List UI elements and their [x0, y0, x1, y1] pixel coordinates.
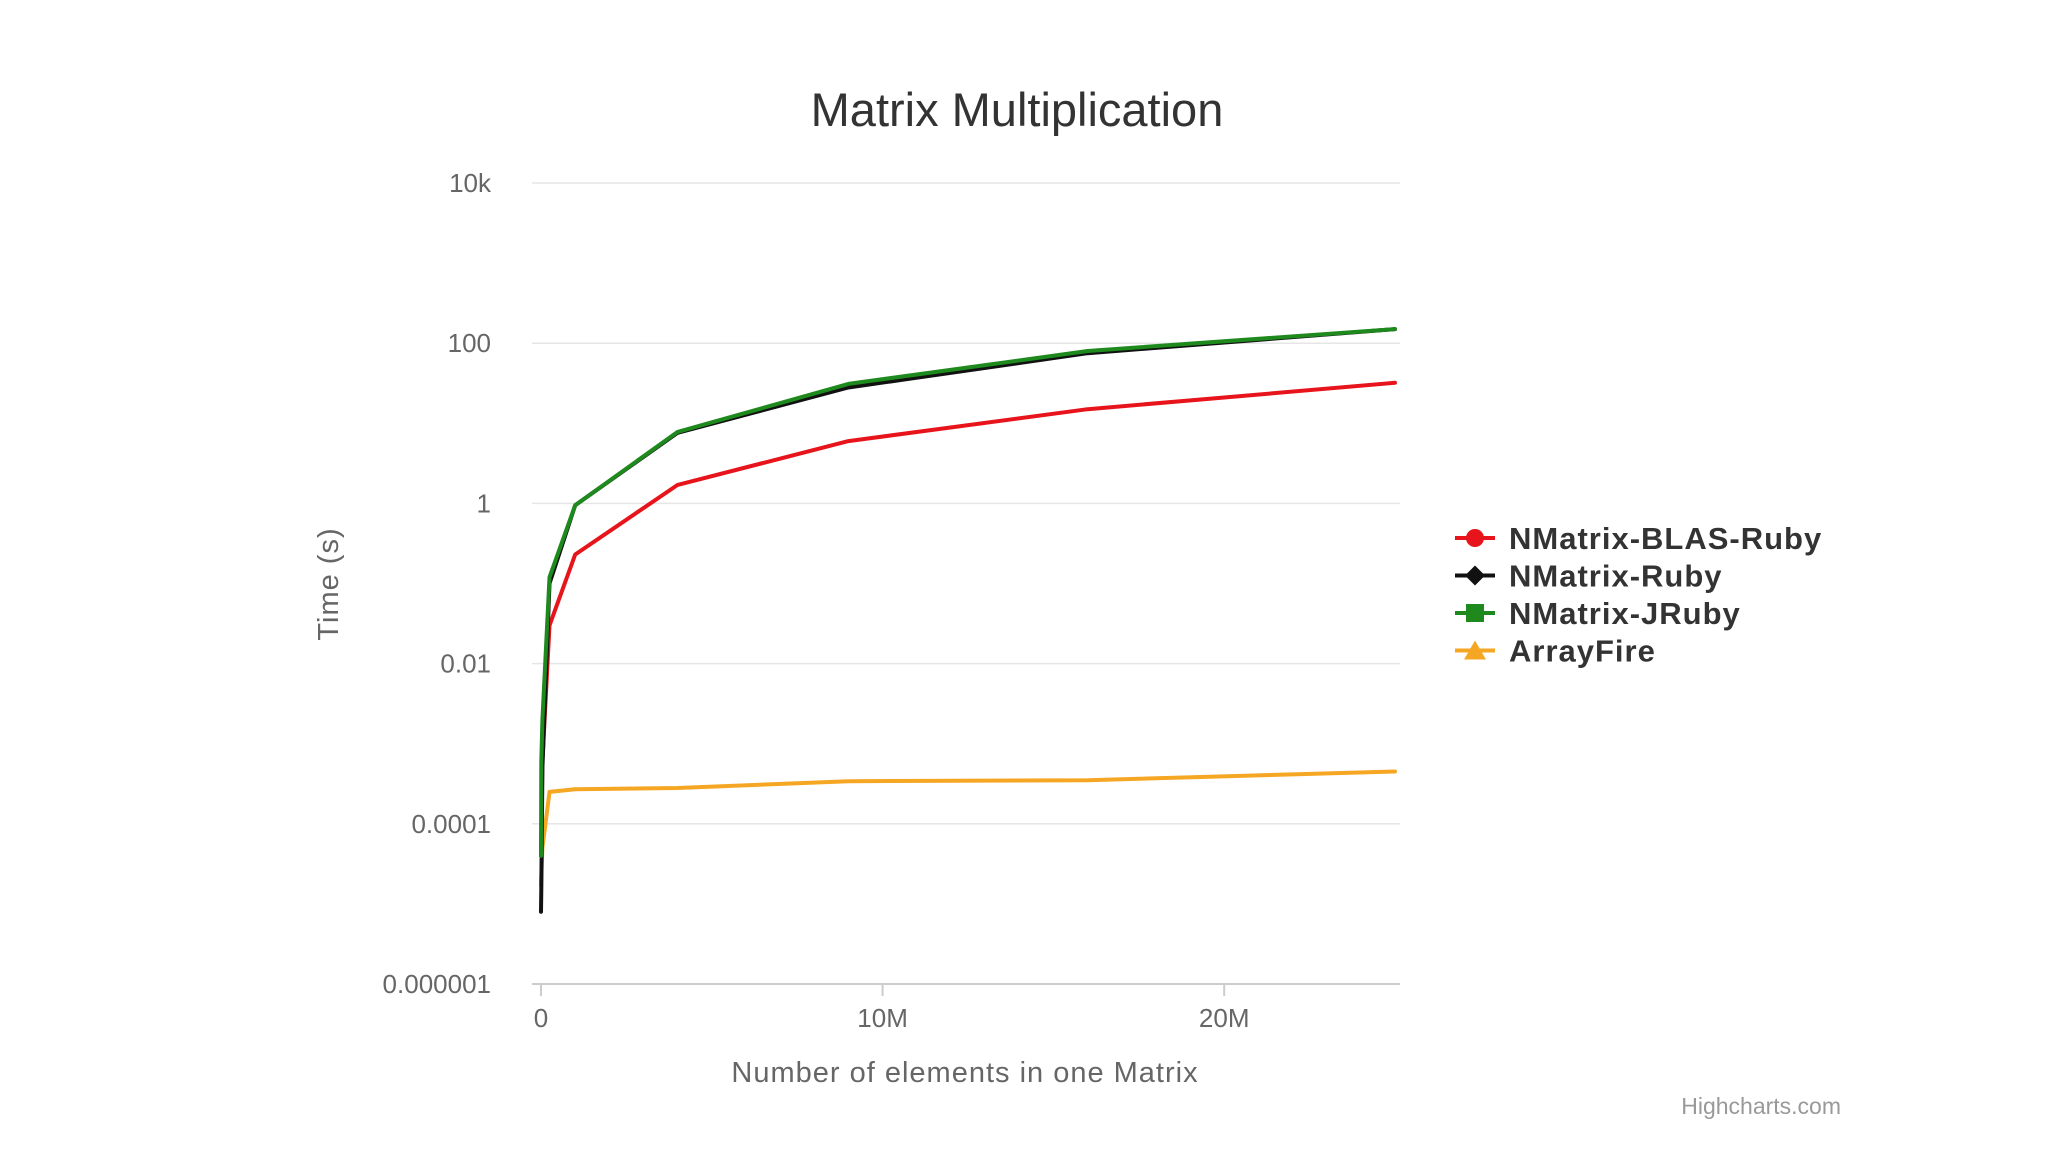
- grid-lines: [532, 182, 1400, 985]
- legend-item-nmatrix-ruby[interactable]: NMatrix-Ruby: [1455, 559, 1723, 594]
- y-tick-label: 0.0001: [411, 809, 491, 839]
- chart-title: Matrix Multiplication: [811, 83, 1224, 136]
- legend-item-nmatrix-jruby[interactable]: NMatrix-JRuby: [1455, 596, 1741, 631]
- legend-label: NMatrix-BLAS-Ruby: [1509, 521, 1822, 556]
- circle-marker-icon: [1466, 529, 1484, 547]
- square-marker-icon: [1466, 604, 1484, 622]
- y-tick-label: 10k: [449, 168, 492, 198]
- credits-link[interactable]: Highcharts.com: [1681, 1093, 1841, 1119]
- legend-item-nmatrix-blas-ruby[interactable]: NMatrix-BLAS-Ruby: [1455, 521, 1822, 556]
- x-axis-ticks: 0 10M 20M: [534, 984, 1250, 1033]
- diamond-marker-icon: [1465, 565, 1485, 586]
- series-lines: [539, 327, 1397, 914]
- legend-label: ArrayFire: [1509, 634, 1656, 669]
- y-axis-title: Time (s): [313, 527, 345, 640]
- legend: NMatrix-BLAS-RubyNMatrix-RubyNMatrix-JRu…: [1455, 521, 1822, 669]
- y-tick-label: 0.01: [440, 649, 491, 679]
- series-line-nmatrix-jruby[interactable]: [539, 327, 1397, 858]
- series-line-nmatrix-blas-ruby[interactable]: [539, 380, 1397, 858]
- series-line-arrayfire[interactable]: [539, 769, 1397, 888]
- x-axis-title: Number of elements in one Matrix: [731, 1057, 1198, 1089]
- y-axis-ticks: 0.000001 0.0001 0.01 1 100 10k: [383, 168, 492, 999]
- x-tick-label: 0: [534, 1003, 548, 1033]
- triangle-marker-icon: [1464, 640, 1486, 660]
- x-tick-label: 20M: [1199, 1003, 1250, 1033]
- y-tick-label: 0.000001: [383, 969, 491, 999]
- x-tick-label: 10M: [857, 1003, 908, 1033]
- legend-label: NMatrix-JRuby: [1509, 596, 1741, 631]
- legend-label: NMatrix-Ruby: [1509, 559, 1723, 594]
- legend-item-arrayfire[interactable]: ArrayFire: [1455, 634, 1656, 669]
- y-tick-label: 100: [448, 328, 491, 358]
- y-tick-label: 1: [477, 488, 491, 518]
